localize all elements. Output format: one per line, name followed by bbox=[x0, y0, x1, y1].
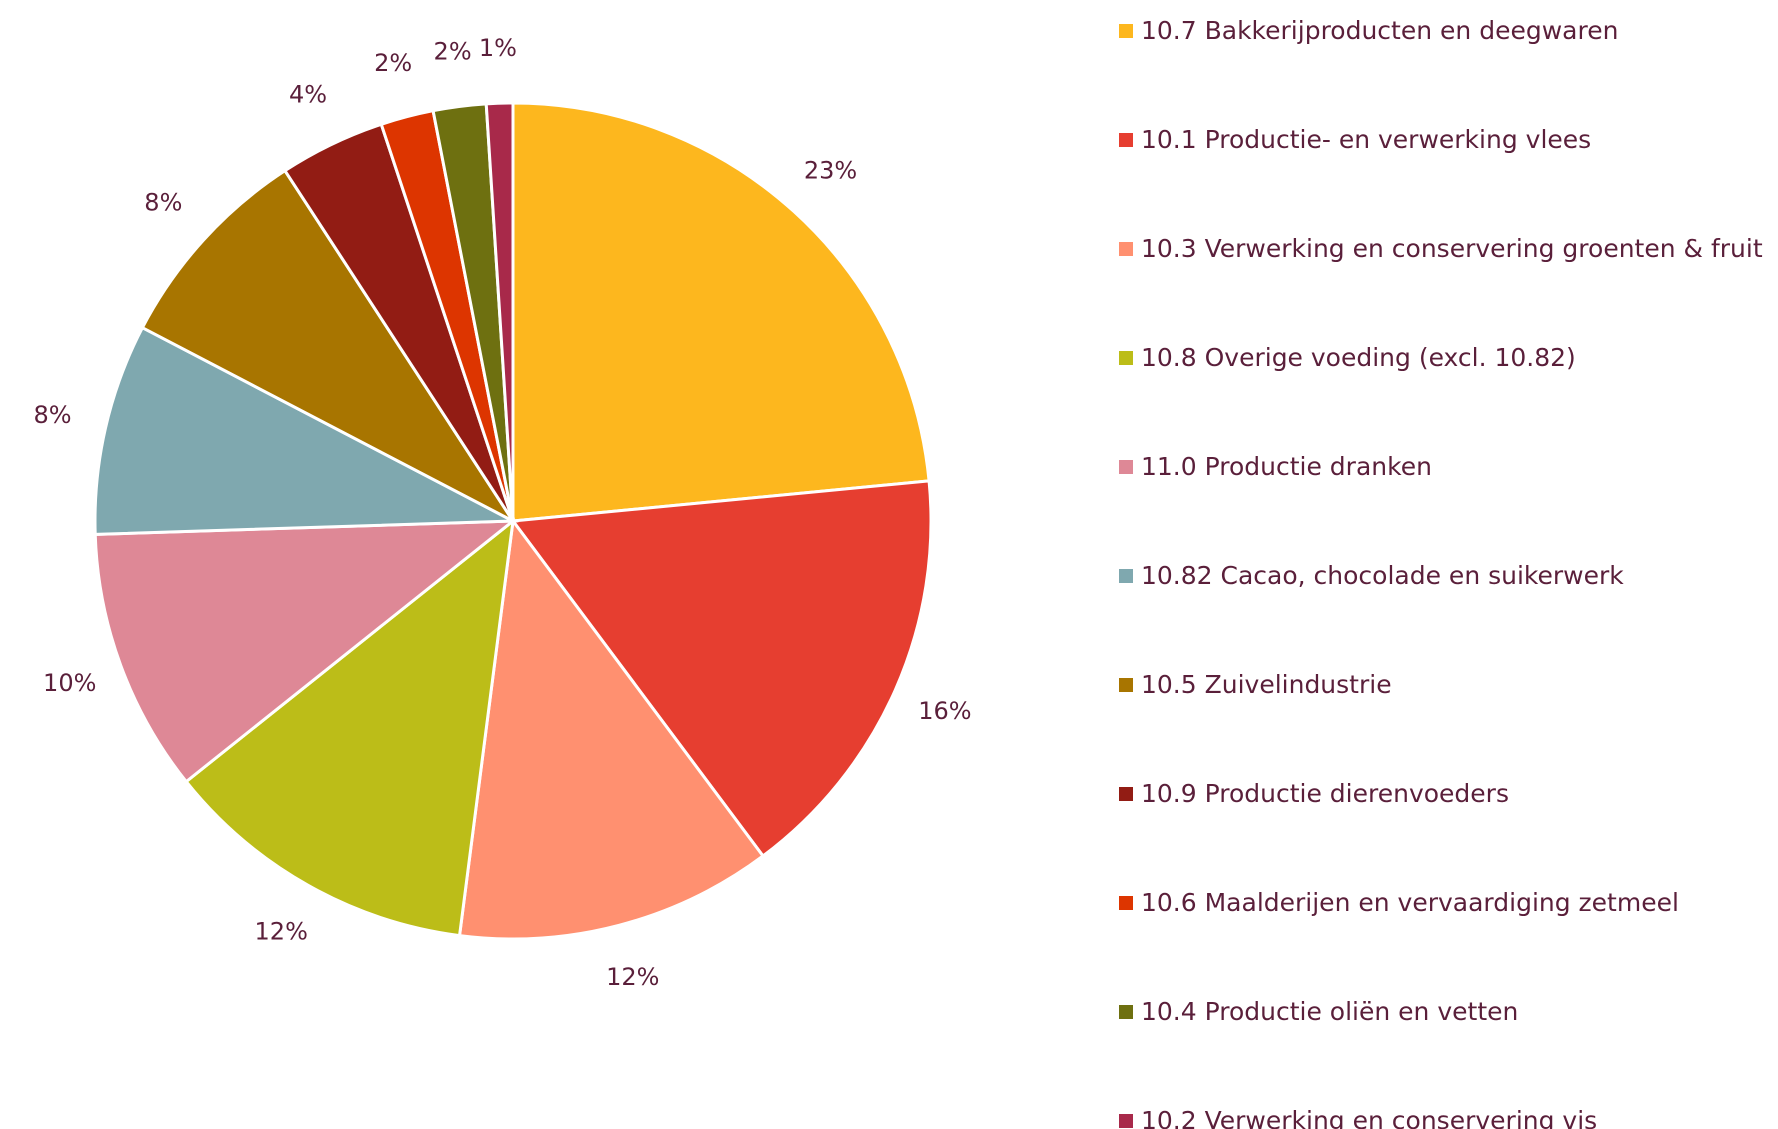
pie-slice bbox=[140, 168, 518, 525]
legend-label: 10.8 Overige voeding (excl. 10.82) bbox=[1141, 343, 1576, 372]
data-label: 12% bbox=[255, 918, 308, 946]
pie-slice bbox=[484, 101, 515, 522]
data-label: 2% bbox=[374, 49, 412, 77]
data-label: 1% bbox=[479, 34, 517, 62]
legend-label: 10.9 Productie dierenvoeders bbox=[1141, 779, 1509, 808]
legend-swatch bbox=[1119, 896, 1133, 910]
data-label: 8% bbox=[144, 188, 182, 216]
legend-swatch bbox=[1119, 569, 1133, 583]
legend-label: 10.3 Verwerking en conservering groenten… bbox=[1141, 234, 1763, 263]
legend-label: 10.1 Productie- en verwerking vlees bbox=[1141, 125, 1591, 154]
legend-label: 10.2 Verwerking en conservering vis bbox=[1141, 1106, 1597, 1129]
data-label: 2% bbox=[434, 38, 472, 66]
legend-label: 10.6 Maalderijen en vervaardiging zetmee… bbox=[1141, 888, 1679, 917]
legend-label: 10.5 Zuivelindustrie bbox=[1141, 670, 1392, 699]
pie-slice bbox=[511, 101, 931, 523]
data-label: 10% bbox=[43, 669, 96, 697]
legend-label: 10.4 Productie oliën en vetten bbox=[1141, 997, 1518, 1026]
legend-swatch bbox=[1119, 242, 1133, 256]
data-label: 4% bbox=[289, 80, 327, 108]
pie-slice bbox=[93, 325, 519, 536]
legend-swatch bbox=[1119, 351, 1133, 365]
legend-swatch bbox=[1119, 24, 1133, 38]
data-label: 16% bbox=[918, 697, 971, 725]
legend-swatch bbox=[1119, 133, 1133, 147]
data-label: 8% bbox=[33, 401, 71, 429]
legend-swatch bbox=[1119, 678, 1133, 692]
legend-swatch bbox=[1119, 460, 1133, 474]
pie-slice bbox=[184, 517, 515, 938]
legend-label: 10.82 Cacao, chocolade en suikerwerk bbox=[1141, 561, 1624, 590]
pie-slice bbox=[93, 519, 518, 784]
legend-swatch bbox=[1119, 1005, 1133, 1019]
data-label: 23% bbox=[804, 156, 857, 184]
legend-swatch bbox=[1119, 787, 1133, 801]
pie-slice bbox=[457, 517, 766, 941]
data-label: 12% bbox=[606, 963, 659, 991]
legend-swatch bbox=[1119, 1114, 1133, 1128]
legend-label: 11.0 Productie dranken bbox=[1141, 452, 1432, 481]
legend-label: 10.7 Bakkerijproducten en deegwaren bbox=[1141, 16, 1618, 45]
pie-slice bbox=[510, 479, 933, 859]
